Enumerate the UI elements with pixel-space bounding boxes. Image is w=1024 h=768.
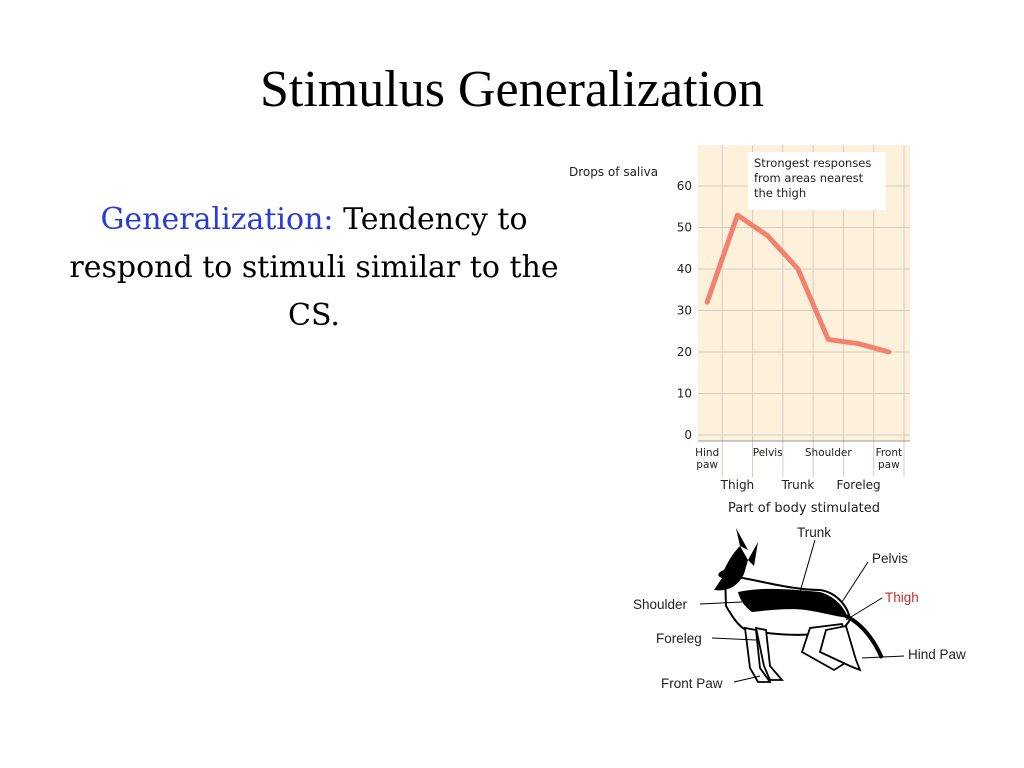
annotation-line: the thigh (754, 186, 806, 200)
y-axis-label: Drops of saliva (569, 165, 658, 179)
x-tick-label: Pelvis (753, 447, 783, 459)
y-tick-label: 50 (677, 221, 692, 235)
x-tick-label: Shoulder (805, 447, 852, 459)
y-tick-label: 10 (677, 387, 692, 401)
dog-diagram: Trunk Pelvis Thigh Shoulder Foreleg Hind… (633, 525, 966, 691)
x-tick-label: Trunk (781, 478, 815, 492)
y-tick-label: 0 (684, 428, 692, 442)
annotation-line: from areas nearest (754, 171, 864, 185)
x-tick-label: Hind paw (695, 447, 719, 471)
dog-illustration (714, 528, 884, 683)
label-front-paw: Front Paw (661, 676, 723, 691)
label-trunk: Trunk (797, 525, 831, 540)
annotation-box (748, 152, 886, 210)
dog-tail (845, 614, 884, 659)
annotation-line: Strongest responses (754, 156, 871, 170)
dog-ear (736, 528, 748, 550)
label-shoulder: Shoulder (633, 597, 688, 612)
leader-pelvis (841, 561, 869, 603)
leader-trunk (799, 539, 816, 593)
dog-saddle (738, 588, 848, 618)
diagram-leader-lines (699, 539, 905, 683)
leader-thigh (845, 597, 883, 621)
x-tick-label: Foreleg (836, 478, 880, 492)
leader-shoulder (699, 601, 743, 605)
dog-head (714, 546, 748, 591)
label-thigh: Thigh (885, 590, 919, 605)
definition-body: Tendency to respond to stimuli similar t… (69, 202, 559, 333)
series-line (704, 212, 892, 355)
x-tick-label: Thigh (720, 478, 755, 492)
y-tick-label: 30 (677, 304, 692, 318)
leader-hind-paw (861, 655, 905, 659)
dog-hindleg (818, 624, 862, 672)
label-hind-paw: Hind Paw (908, 647, 966, 662)
annotation-text: Strongest responses from areas nearest t… (754, 156, 875, 200)
x-tick-label: Front paw (876, 447, 903, 471)
label-foreleg: Foreleg (656, 631, 702, 646)
y-tick-labels: 0 10 20 30 40 50 60 (677, 179, 692, 442)
dog-foreleg (754, 626, 784, 681)
y-tick-label: 40 (677, 262, 692, 276)
y-tick-label: 60 (677, 179, 692, 193)
term-label: Generalization: (100, 202, 334, 237)
x-axis-label: Part of body stimulated (728, 501, 880, 516)
leader-foreleg (711, 637, 757, 641)
label-pelvis: Pelvis (872, 551, 908, 566)
leader-front-paw (733, 675, 761, 683)
dog-ear (748, 542, 758, 566)
definition-text: Generalization: Tendency to respond to s… (48, 196, 580, 340)
y-tick-label: 20 (677, 345, 692, 359)
slide-title: Stimulus Generalization (259, 61, 764, 118)
